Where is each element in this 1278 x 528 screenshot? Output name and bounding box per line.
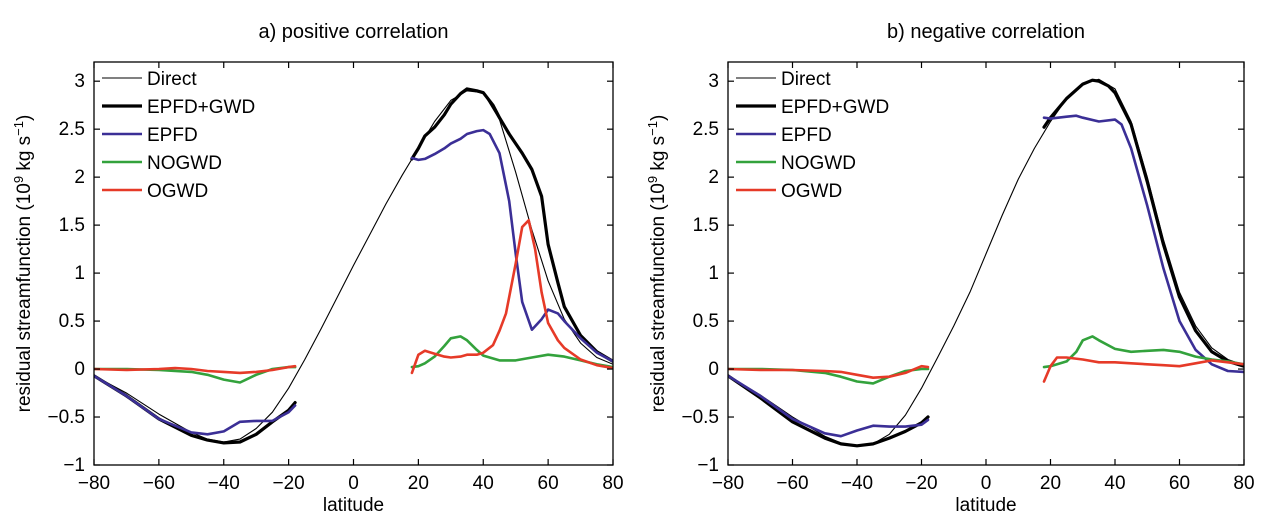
- y-axis-label: residual streamfunction (109 kg s−1): [645, 115, 669, 413]
- legend: Direct EPFD+GWD EPFD NOGWD OGWD: [736, 69, 889, 202]
- y-tick-label: 1: [708, 263, 719, 284]
- plot-frame: [727, 61, 1245, 466]
- x-tick-label: −60: [143, 473, 175, 494]
- y-axis-label: residual streamfunction (109 kg s−1): [11, 115, 35, 413]
- y-tick-label: 0: [74, 359, 85, 380]
- x-tick-label: 20: [1040, 473, 1061, 494]
- x-tick-label: −40: [841, 473, 873, 494]
- y-label-part: residual streamfunction (10: [648, 183, 669, 412]
- legend-label-nogwd: NOGWD: [147, 153, 222, 174]
- x-tick-label: 40: [473, 473, 494, 494]
- y-tick-label: −1: [63, 455, 85, 476]
- y-label-part: ): [648, 115, 669, 121]
- x-tick-label: 80: [602, 473, 623, 494]
- series-line-epfd-gwd: [728, 78, 1244, 448]
- y-label-part: residual streamfunction (10: [14, 183, 35, 412]
- y-tick-label: 0.5: [693, 311, 719, 332]
- plot-lines: [94, 87, 613, 445]
- series-line-ogwd: [94, 219, 613, 375]
- y-tick-label: −1: [697, 455, 719, 476]
- y-tick-label: 1.5: [59, 215, 85, 236]
- x-axis-label: latitude: [955, 495, 1016, 516]
- x-tick-label: 60: [538, 473, 559, 494]
- x-tick-label: −60: [776, 473, 808, 494]
- y-tick-label: 3: [708, 71, 719, 92]
- x-tick-label: −40: [208, 473, 240, 494]
- chart-title: b) negative correlation: [887, 21, 1085, 43]
- y-label-superscript: 9: [645, 176, 660, 183]
- y-label-superscript: −1: [11, 121, 26, 136]
- y-tick-label: 3: [74, 71, 85, 92]
- series-line-ogwd: [728, 356, 1244, 383]
- legend-label-nogwd: NOGWD: [781, 153, 856, 174]
- y-label-superscript: 9: [11, 176, 26, 183]
- plot-frame: [93, 61, 614, 466]
- y-tick-label: −0.5: [681, 407, 719, 428]
- y-tick-label: 0.5: [59, 311, 85, 332]
- legend-label-ogwd: OGWD: [147, 181, 208, 202]
- legend-label-direct: Direct: [781, 69, 831, 90]
- x-tick-label: 60: [1169, 473, 1190, 494]
- panel-a: a) positive correlation−80 −60 −40 −20 0 20 40…: [11, 21, 624, 516]
- series-line-nogwd: [728, 335, 1244, 385]
- y-tick-label: 1.5: [693, 215, 719, 236]
- x-axis-label: latitude: [323, 495, 384, 516]
- series-line-epfd: [94, 128, 613, 436]
- y-label-part: ): [14, 115, 35, 121]
- legend-label-ogwd: OGWD: [781, 181, 842, 202]
- y-label-part: kg s: [648, 136, 669, 176]
- y-tick-label: 2.5: [693, 119, 719, 140]
- x-tick-label: −80: [78, 473, 110, 494]
- legend-label-epfd-gwd: EPFD+GWD: [147, 97, 255, 118]
- y-tick-label: 1: [74, 263, 85, 284]
- x-tick-label: −20: [905, 473, 937, 494]
- legend-label-direct: Direct: [147, 69, 197, 90]
- panel-b: b) negative correlation−80 −60 −40 −20 0 20 40…: [645, 21, 1255, 516]
- x-tick-label: 0: [981, 473, 992, 494]
- x-tick-label: −20: [273, 473, 305, 494]
- x-tick-label: 0: [348, 473, 359, 494]
- series-line-nogwd: [94, 335, 613, 384]
- x-tick-label: 20: [408, 473, 429, 494]
- legend-label-epfd: EPFD: [147, 125, 198, 146]
- y-label-part: kg s: [14, 136, 35, 176]
- legend-label-epfd: EPFD: [781, 125, 832, 146]
- y-tick-label: −0.5: [47, 407, 85, 428]
- y-tick-label: 0: [708, 359, 719, 380]
- y-tick-label: 2: [708, 167, 719, 188]
- x-tick-label: −80: [712, 473, 744, 494]
- y-tick-label: 2.5: [59, 119, 85, 140]
- x-tick-label: 80: [1233, 473, 1254, 494]
- y-tick-label: 2: [74, 167, 85, 188]
- plot-lines: [728, 78, 1244, 448]
- chart-title: a) positive correlation: [258, 21, 448, 43]
- legend-label-epfd-gwd: EPFD+GWD: [781, 97, 889, 118]
- y-label-superscript: −1: [645, 121, 660, 136]
- legend: Direct EPFD+GWD EPFD NOGWD OGWD: [102, 69, 255, 202]
- x-tick-label: 40: [1104, 473, 1125, 494]
